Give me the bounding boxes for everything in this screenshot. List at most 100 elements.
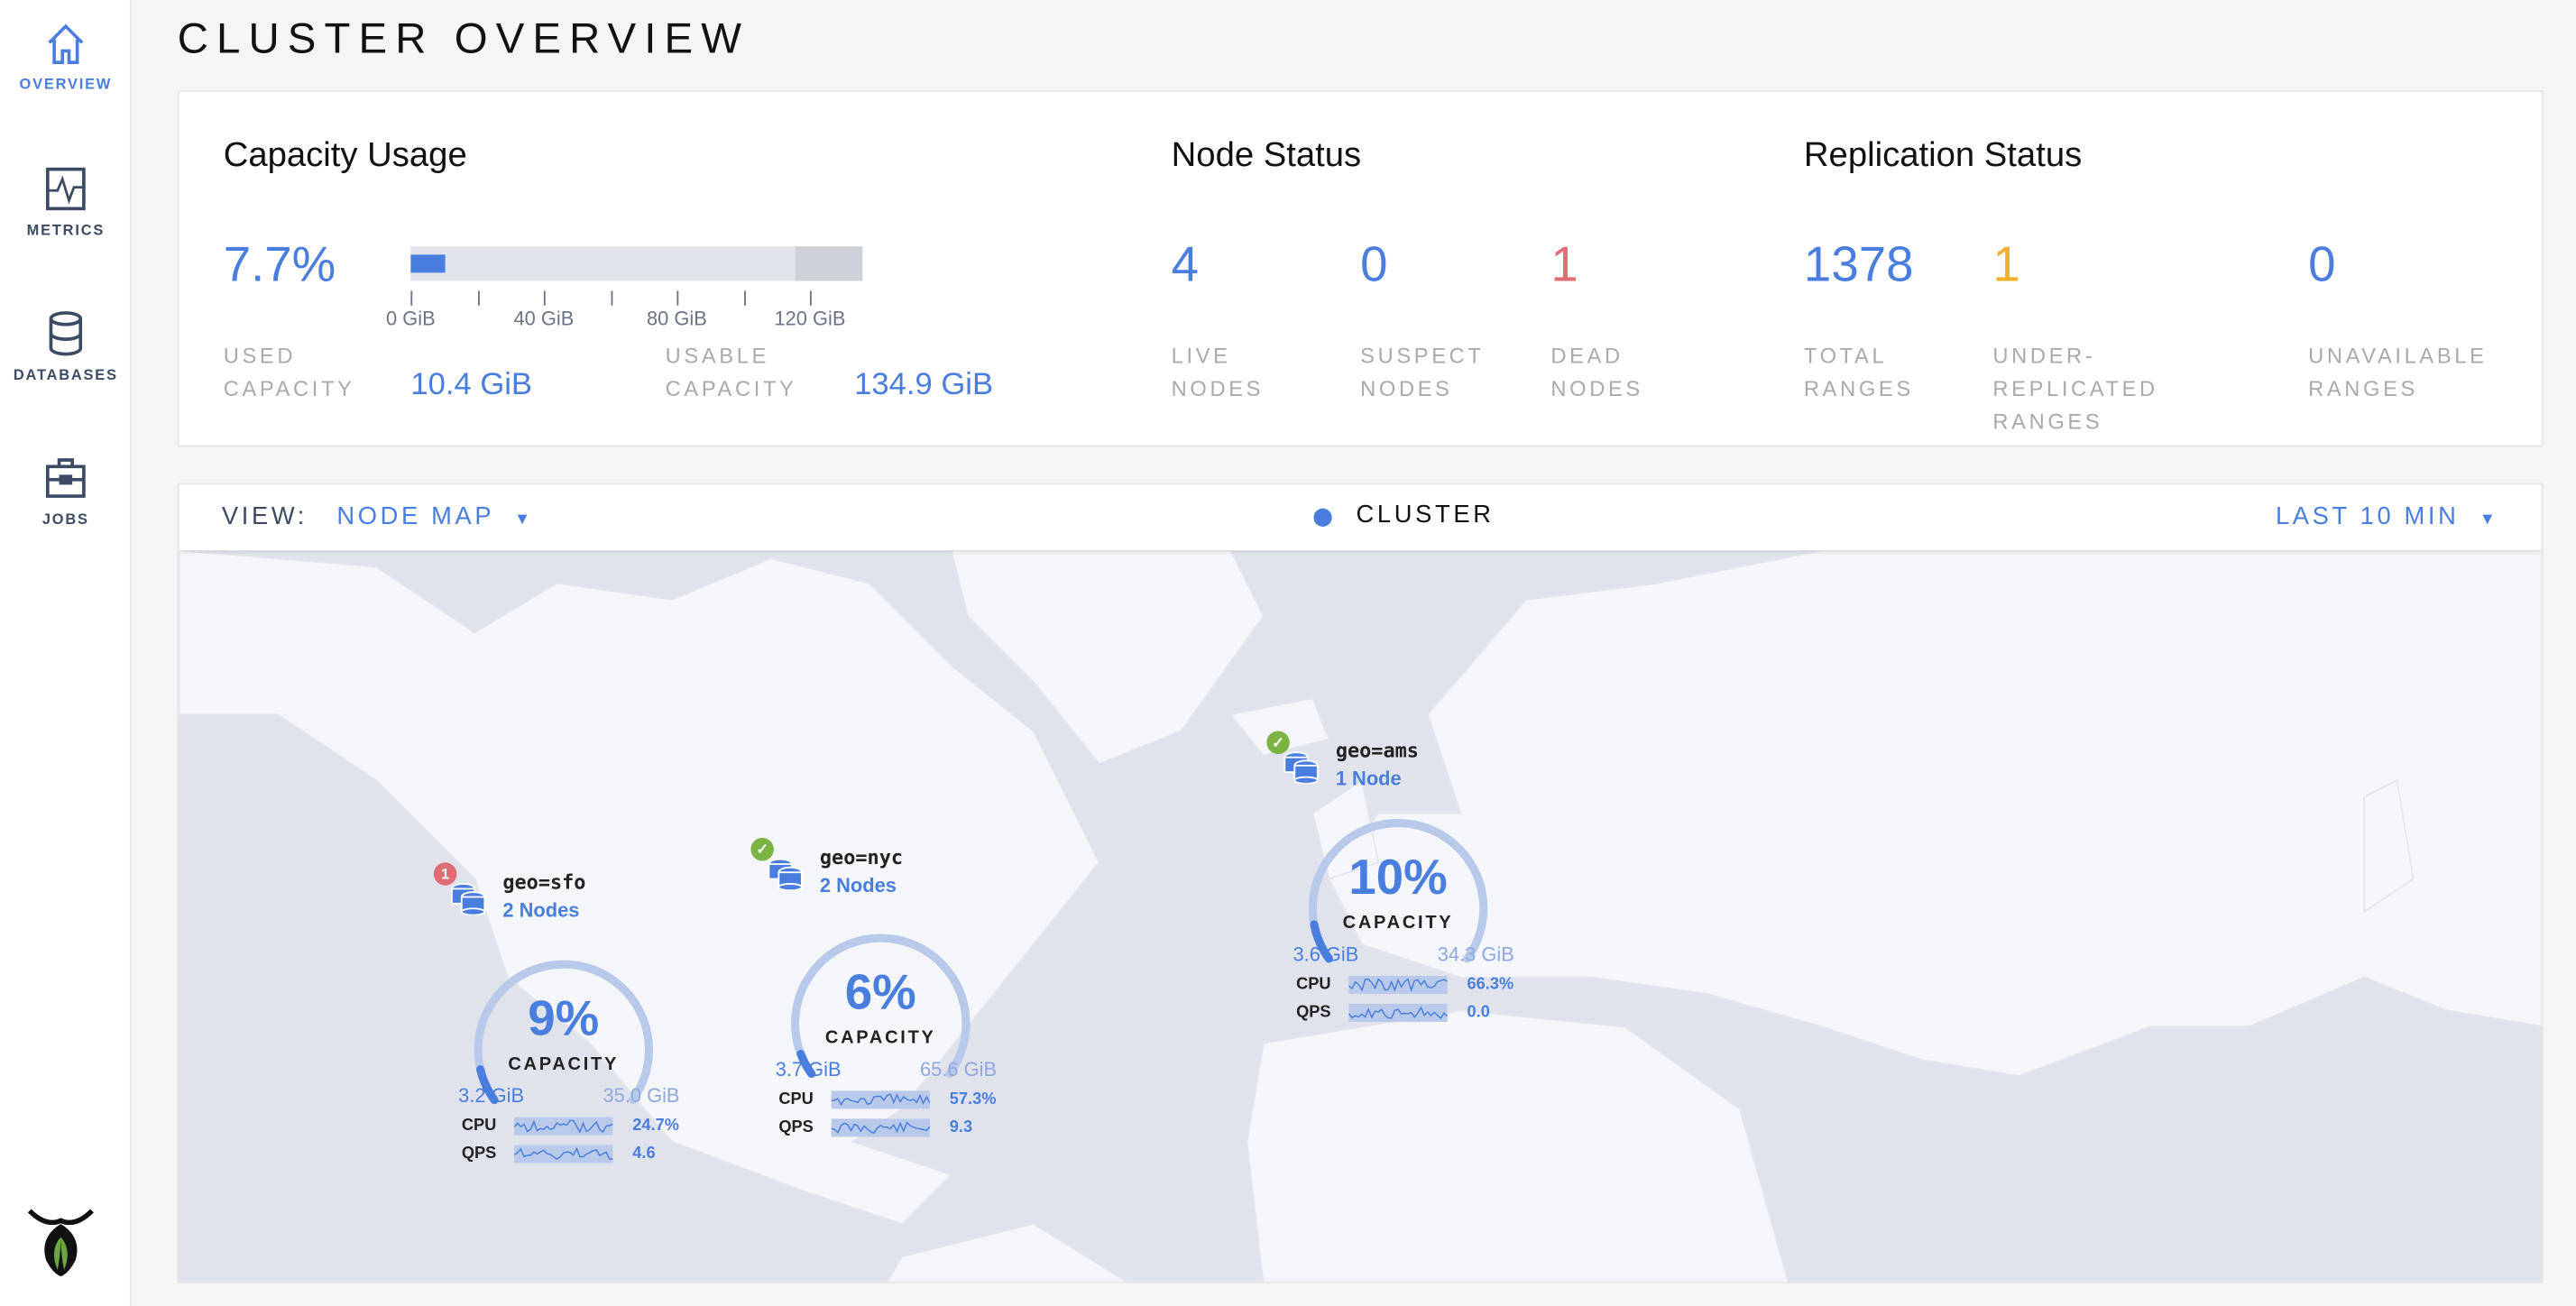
database-stack-icon — [1283, 751, 1319, 784]
africa-land — [1246, 1009, 1789, 1282]
capacity-bar-used — [410, 254, 446, 273]
cluster-name: geo=nyc — [819, 846, 904, 869]
suspect-nodes-count: 0 — [1360, 238, 1388, 293]
capacity-gauge — [791, 934, 971, 1078]
axis-tick — [809, 290, 812, 306]
qps-label: QPS — [1296, 1003, 1331, 1022]
dead-nodes-count: 1 — [1550, 238, 1578, 293]
capacity-gauge — [1308, 818, 1488, 963]
time-range-dropdown[interactable]: LAST 10 MIN ▼ — [2276, 502, 2498, 535]
under-replicated-count: 1 — [1992, 238, 2020, 293]
used-capacity: 3.7 GiB — [775, 1058, 842, 1081]
cockroach-logo — [27, 1209, 94, 1277]
axis-tick — [610, 290, 612, 306]
summary-card: Capacity Usage 7.7% 0 GiB 40 GiB 80 GiB 120… — [177, 90, 2544, 447]
qps-label: QPS — [778, 1118, 814, 1137]
status-badge: 1 — [433, 862, 457, 886]
qps-value: 9.3 — [949, 1118, 973, 1137]
used-capacity-label: USED CAPACITY — [223, 343, 355, 401]
qps-value: 4.6 — [632, 1145, 656, 1163]
greenland-land — [950, 549, 1265, 766]
cpu-label: CPU — [1296, 975, 1331, 994]
dead-nodes-label: DEAD NODES — [1550, 343, 1643, 401]
capacity-percent: 7.7% — [223, 238, 336, 293]
sidebar-item-label: JOBS — [41, 510, 89, 528]
capacity-bar — [410, 246, 863, 281]
usable-capacity-value: 134.9 GiB — [854, 368, 994, 403]
total-ranges-count: 1378 — [1803, 238, 1914, 293]
used-capacity-value: 10.4 GiB — [410, 368, 533, 403]
used-capacity: 3.2 GiB — [458, 1084, 525, 1108]
axis-tick — [676, 290, 679, 306]
status-badge: ✓ — [1266, 731, 1290, 755]
world-map[interactable] — [179, 484, 2544, 1283]
chevron-down-icon: ▼ — [2479, 510, 2499, 529]
sidebar-item-label: DATABASES — [13, 366, 118, 383]
qps-label: QPS — [461, 1145, 497, 1163]
database-stack-icon — [768, 858, 803, 891]
time-range-value: LAST 10 MIN — [2275, 502, 2460, 531]
briefcase-icon — [46, 458, 86, 498]
chevron-down-icon: ▼ — [513, 510, 534, 529]
capacity-percent: 9% — [528, 992, 600, 1047]
sidebar-item-label: OVERVIEW — [19, 75, 113, 93]
capacity-label: CAPACITY — [824, 1028, 936, 1049]
page-title: CLUSTER OVERVIEW — [177, 13, 750, 63]
capacity-percent: 10% — [1348, 851, 1448, 906]
node-map-panel: VIEW: NODE MAP ▼ ⬤ CLUSTER LAST 10 MIN ▼… — [177, 483, 2544, 1283]
qps-value: 0.0 — [1467, 1003, 1490, 1022]
cluster-node-count[interactable]: 1 Node — [1335, 767, 1402, 791]
database-icon — [49, 311, 83, 356]
sidebar-item-overview[interactable]: OVERVIEW — [0, 23, 132, 94]
cpu-label: CPU — [778, 1090, 814, 1109]
sidebar-item-jobs[interactable]: JOBS — [0, 455, 132, 529]
cpu-sparkline[interactable] — [514, 1117, 613, 1136]
iceland-land — [1228, 697, 1330, 757]
capacity-gauge — [474, 960, 653, 1105]
sidebar-item-databases[interactable]: DATABASES — [0, 310, 132, 384]
qps-sparkline[interactable] — [514, 1145, 613, 1163]
map-toolbar: VIEW: NODE MAP ▼ ⬤ CLUSTER LAST 10 MIN ▼ — [179, 484, 2542, 551]
cpu-sparkline[interactable] — [831, 1090, 930, 1109]
capacity-percent: 6% — [844, 966, 916, 1021]
suspect-nodes-label: SUSPECT NODES — [1360, 343, 1485, 401]
north-america-land — [179, 549, 1100, 1226]
database-stack-icon — [450, 883, 486, 915]
sidebar-item-metrics[interactable]: METRICS — [0, 166, 132, 240]
unavailable-ranges-label: UNAVAILABLE RANGES — [2308, 343, 2488, 401]
japan-land — [2363, 778, 2415, 914]
view-dropdown-value: NODE MAP — [336, 502, 494, 531]
cluster-node-count[interactable]: 2 Nodes — [819, 874, 897, 897]
axis-tick — [743, 290, 746, 306]
capacity-bar-reserved — [795, 246, 863, 281]
cluster-node-count[interactable]: 2 Nodes — [502, 898, 580, 922]
cpu-value: 57.3% — [949, 1090, 997, 1109]
axis-tick — [410, 290, 413, 306]
total-capacity: 35.0 GiB — [603, 1084, 680, 1108]
cluster-breadcrumb[interactable]: ⬤ CLUSTER — [1312, 501, 1494, 533]
qps-sparkline[interactable] — [1348, 1003, 1448, 1022]
axis-tick-label: 0 GiB — [386, 307, 436, 331]
south-america-land — [886, 1222, 1128, 1282]
usable-capacity-label: USABLE CAPACITY — [665, 343, 797, 401]
cpu-label: CPU — [461, 1117, 497, 1136]
sidebar: OVERVIEW METRICS DATABASES JOBS — [0, 0, 132, 1306]
capacity-label: CAPACITY — [1342, 913, 1454, 934]
location-pin-icon: ⬤ — [1312, 507, 1337, 528]
total-capacity: 34.3 GiB — [1437, 943, 1514, 967]
live-nodes-count: 4 — [1171, 238, 1200, 293]
axis-tick-label: 80 GiB — [647, 307, 707, 331]
cpu-value: 66.3% — [1467, 975, 1514, 994]
cluster-breadcrumb-label: CLUSTER — [1356, 501, 1495, 529]
total-ranges-label: TOTAL RANGES — [1803, 343, 1914, 401]
live-nodes-label: LIVE NODES — [1171, 343, 1265, 401]
axis-tick — [543, 290, 546, 306]
cluster-name: geo=sfo — [502, 870, 586, 894]
metrics-icon — [46, 167, 86, 211]
cpu-sparkline[interactable] — [1348, 975, 1448, 994]
qps-sparkline[interactable] — [831, 1118, 930, 1137]
cpu-value: 24.7% — [632, 1117, 679, 1136]
home-icon — [48, 23, 84, 65]
capacity-usage-heading: Capacity Usage — [223, 136, 467, 175]
view-dropdown[interactable]: NODE MAP ▼ — [336, 502, 533, 535]
